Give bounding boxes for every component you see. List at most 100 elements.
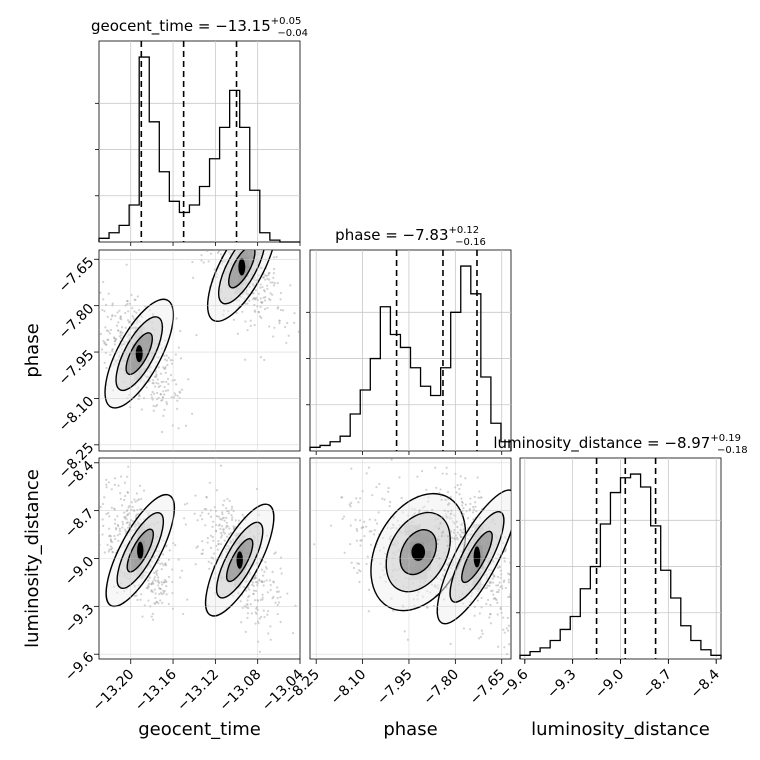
scatter-point: [111, 541, 114, 544]
hist-step-geocent_time: [98, 56, 300, 243]
scatter-point: [141, 615, 144, 618]
scatter-point: [240, 247, 242, 249]
scatter-point: [160, 567, 163, 571]
scatter-point: [119, 315, 123, 318]
scatter-point: [126, 491, 129, 494]
scatter-point: [106, 543, 109, 546]
scatter-point: [162, 589, 165, 592]
scatter-point: [225, 521, 228, 524]
scatter-point: [111, 550, 114, 554]
scatter-point: [253, 576, 257, 579]
scatter-point: [352, 566, 356, 570]
scatter-point: [211, 525, 214, 528]
scatter-point: [496, 601, 499, 604]
scatter-point: [354, 518, 357, 521]
scatter-point: [131, 505, 134, 508]
scatter-point: [215, 489, 218, 492]
scatter-point: [156, 576, 160, 579]
scatter-point: [137, 394, 140, 397]
scatter-point: [251, 581, 255, 584]
scatter-point: [103, 342, 106, 345]
scatter-point: [233, 527, 236, 530]
scatter-point: [154, 596, 157, 600]
scatter-point: [265, 579, 268, 582]
scatter-point: [493, 597, 497, 600]
scatter-point: [164, 564, 168, 567]
scatter-point: [195, 546, 198, 549]
scatter-point: [262, 296, 265, 299]
scatter-point: [245, 589, 248, 592]
y-tick-label-luminosity_distance: −8.7: [62, 506, 97, 541]
scatter-point: [155, 374, 158, 377]
scatter-point: [249, 603, 252, 606]
scatter-point: [252, 589, 256, 592]
scatter-content: [99, 244, 300, 434]
x-tick-label-luminosity_distance: −8.7: [640, 667, 675, 702]
scatter-point: [215, 544, 218, 547]
scatter-point: [449, 495, 452, 499]
x-tick-label-geocent_time: −13.16: [132, 666, 180, 714]
scatter-point: [162, 366, 165, 369]
scatter-point: [278, 321, 281, 325]
scatter-point: [246, 612, 250, 615]
scatter-point: [176, 399, 179, 402]
scatter-content: [99, 458, 297, 659]
scatter-point: [254, 611, 257, 614]
scatter-point: [237, 245, 239, 247]
scatter-point: [264, 299, 267, 302]
scatter-point: [140, 497, 143, 501]
scatter-point: [231, 516, 234, 519]
x-tick-label-phase: −8.10: [328, 667, 370, 709]
scatter-point: [165, 544, 168, 547]
y-tick-label-phase: −7.95: [56, 347, 98, 389]
scatter-point: [159, 562, 162, 565]
scatter-point: [439, 488, 442, 491]
scatter-point: [111, 302, 114, 305]
scatter-point: [381, 497, 384, 500]
scatter-point: [199, 514, 202, 517]
scatter-point: [488, 616, 491, 619]
scatter-point: [441, 472, 444, 475]
scatter-point: [180, 388, 184, 391]
scatter-point: [165, 380, 168, 384]
scatter-point: [245, 606, 248, 609]
scatter-point: [292, 632, 295, 635]
scatter-point: [219, 536, 223, 539]
scatter-point: [355, 527, 358, 531]
scatter-point: [128, 320, 131, 323]
scatter-point: [246, 603, 249, 606]
scatter-point: [248, 244, 250, 246]
scatter-point: [514, 597, 516, 599]
scatter-point: [459, 475, 462, 478]
scatter-point: [119, 331, 122, 335]
scatter-point: [102, 524, 105, 527]
scatter-point: [437, 527, 440, 530]
scatter-point: [436, 542, 439, 546]
scatter-point: [154, 370, 157, 373]
scatter-point: [174, 544, 177, 547]
scatter-point: [99, 332, 103, 336]
scatter-point: [266, 287, 269, 291]
scatter-point: [511, 588, 513, 590]
scatter-point: [420, 470, 424, 473]
scatter-point: [218, 523, 221, 526]
scatter-point: [254, 580, 258, 584]
scatter-point: [118, 529, 121, 533]
x-axis-title-luminosity_distance: luminosity_distance: [531, 719, 710, 740]
scatter-point: [264, 274, 267, 277]
scatter-point: [156, 561, 159, 565]
scatter-point: [163, 385, 166, 389]
contour-core: [238, 258, 246, 276]
scatter-point: [114, 338, 117, 341]
scatter-point: [179, 329, 182, 333]
scatter-point: [161, 396, 164, 399]
scatter-point: [154, 579, 157, 582]
scatter-point: [216, 245, 218, 247]
title-geocent_time: geocent_time = −13.15+0.05 −0.04: [91, 16, 308, 39]
scatter-point: [145, 586, 148, 590]
scatter-point: [159, 393, 162, 396]
scatter-point: [266, 284, 269, 287]
scatter-point: [120, 318, 123, 321]
scatter-point: [220, 518, 223, 521]
scatter-point: [145, 386, 148, 389]
